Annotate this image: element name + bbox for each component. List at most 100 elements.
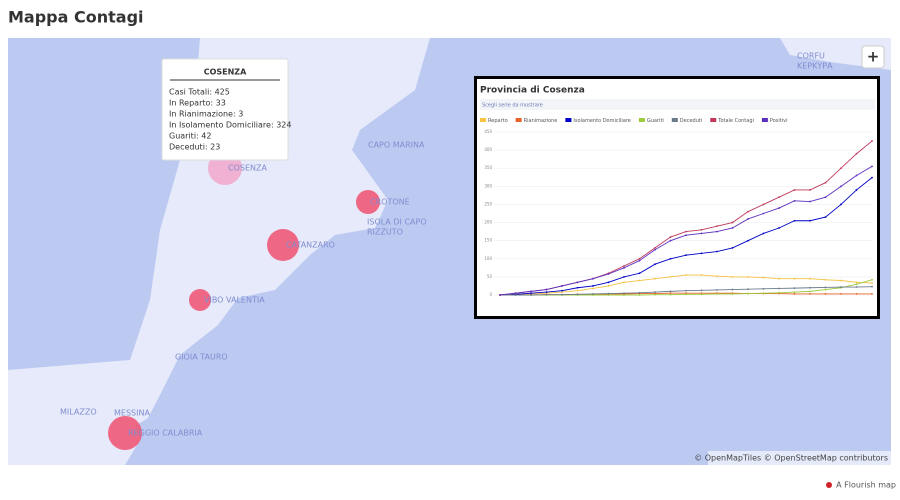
point	[793, 199, 796, 202]
point	[809, 200, 811, 203]
point	[731, 275, 734, 278]
attribution-bg	[708, 451, 891, 465]
zoom-button[interactable]	[861, 45, 885, 69]
point	[669, 275, 672, 278]
point	[623, 292, 625, 295]
point	[530, 292, 532, 295]
point	[793, 293, 796, 295]
point	[607, 273, 610, 275]
y-tick-label: 350	[484, 165, 492, 170]
point	[623, 265, 625, 267]
point	[685, 230, 687, 233]
point	[840, 293, 842, 295]
point	[793, 219, 796, 222]
tooltip-line: In Isolamento Domiciliare: 324	[169, 121, 291, 130]
point	[793, 277, 796, 280]
point	[855, 286, 858, 288]
point	[871, 282, 873, 284]
point	[731, 247, 734, 249]
tooltip-box	[161, 58, 289, 161]
y-tick-label: 100	[484, 256, 492, 261]
point	[623, 275, 625, 278]
point	[716, 230, 718, 233]
y-tick-label: 450	[484, 129, 492, 134]
point	[824, 216, 827, 219]
point	[514, 294, 517, 296]
point	[607, 294, 610, 296]
point	[824, 196, 827, 199]
point	[514, 292, 517, 295]
credit[interactable]: A Flourish map	[836, 481, 896, 490]
point	[576, 293, 579, 296]
city-bubble[interactable]	[267, 229, 299, 261]
filter-bar[interactable]	[480, 99, 875, 110]
point	[871, 165, 873, 168]
point	[607, 285, 610, 287]
point	[669, 293, 672, 296]
point	[685, 293, 687, 296]
point	[762, 203, 765, 206]
zoom-label: +	[867, 48, 880, 66]
point	[716, 225, 718, 228]
point	[685, 289, 687, 292]
point	[700, 289, 703, 292]
point	[747, 210, 749, 213]
point	[700, 274, 703, 276]
point	[576, 286, 579, 289]
city-bubble[interactable]	[356, 190, 380, 214]
city-label: RIZZUTO	[367, 228, 403, 237]
point	[871, 140, 873, 142]
point	[731, 288, 734, 291]
legend-label: Isolamento Domiciliare	[573, 118, 631, 124]
tooltip-line: Guariti: 42	[169, 132, 211, 141]
point	[731, 293, 734, 295]
city-bubble[interactable]	[189, 289, 211, 311]
point	[669, 290, 672, 293]
city-label: REGGIO CALABRIA	[128, 429, 203, 438]
attribution: © OpenMapTiles © OpenStreetMap contribut…	[694, 454, 888, 463]
legend-label: Guariti	[647, 118, 664, 124]
point	[716, 289, 718, 291]
point	[809, 189, 811, 191]
legend-swatch	[671, 118, 678, 122]
point	[824, 288, 827, 291]
point	[824, 278, 827, 281]
point	[840, 185, 842, 188]
point	[607, 292, 610, 295]
chart-title: Provincia di Cosenza	[480, 86, 585, 96]
point	[576, 289, 579, 292]
legend-label: Positivi	[770, 118, 788, 124]
point	[855, 293, 858, 295]
point	[855, 281, 858, 284]
point	[530, 294, 532, 296]
point	[545, 291, 548, 294]
point	[638, 294, 641, 296]
point	[840, 279, 842, 282]
city-label: MESSINA	[114, 409, 150, 418]
point	[840, 203, 842, 206]
city-label: CAPO MARINA	[368, 141, 425, 150]
point	[592, 277, 594, 280]
point	[762, 232, 765, 235]
point	[669, 292, 672, 295]
legend-swatch	[638, 118, 645, 122]
y-tick-label: 250	[484, 201, 492, 206]
point	[669, 239, 672, 242]
city-bubble[interactable]	[108, 416, 142, 450]
point	[685, 234, 687, 237]
chart-frame	[474, 76, 880, 319]
city-label: ISOLA DI CAPO	[367, 218, 427, 227]
point	[623, 266, 625, 269]
point	[809, 219, 811, 222]
point	[638, 259, 641, 262]
city-label: CROTONE	[370, 198, 410, 207]
point	[530, 290, 532, 293]
point	[685, 274, 687, 276]
point	[778, 207, 780, 209]
point	[747, 292, 749, 295]
point	[747, 275, 749, 278]
y-tick-label: 200	[484, 220, 492, 225]
point	[607, 281, 610, 284]
point	[654, 263, 656, 266]
